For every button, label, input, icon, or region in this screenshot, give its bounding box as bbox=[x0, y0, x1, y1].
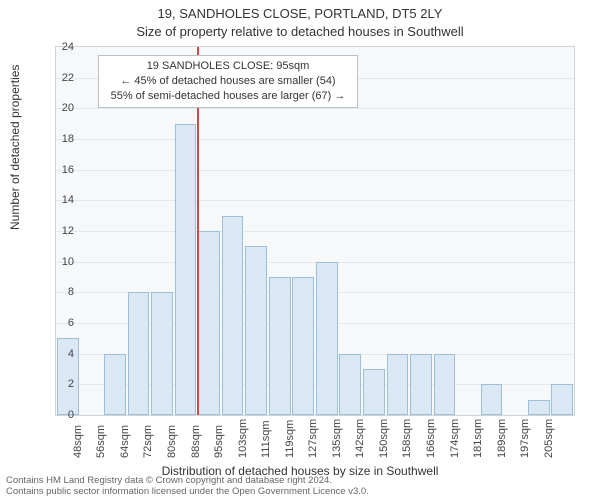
x-tick-label: 103sqm bbox=[237, 419, 249, 458]
x-tick-label: 48sqm bbox=[72, 425, 84, 458]
x-tick-label: 56sqm bbox=[95, 425, 107, 458]
y-tick-label: 0 bbox=[54, 409, 74, 421]
y-tick-label: 12 bbox=[54, 225, 74, 237]
x-tick-label: 80sqm bbox=[166, 425, 178, 458]
histogram-bar bbox=[104, 354, 126, 415]
y-tick-label: 24 bbox=[54, 41, 74, 53]
histogram-bar bbox=[528, 400, 550, 415]
histogram-bar bbox=[222, 216, 244, 415]
annotation-box: 19 SANDHOLES CLOSE: 95sqm ← 45% of detac… bbox=[98, 55, 358, 108]
x-tick-label: 205sqm bbox=[543, 419, 555, 458]
x-tick-label: 64sqm bbox=[119, 425, 131, 458]
histogram-bar bbox=[245, 246, 267, 415]
x-tick-label: 181sqm bbox=[472, 419, 484, 458]
histogram-bar bbox=[410, 354, 432, 415]
histogram-bar bbox=[387, 354, 409, 415]
chart-title: 19, SANDHOLES CLOSE, PORTLAND, DT5 2LY bbox=[0, 6, 600, 21]
x-tick-label: 95sqm bbox=[213, 425, 225, 458]
x-tick-label: 127sqm bbox=[307, 419, 319, 458]
histogram-bar bbox=[128, 292, 150, 415]
license-line2: Contains public sector information licen… bbox=[6, 487, 596, 498]
y-tick-label: 14 bbox=[54, 194, 74, 206]
histogram-bar bbox=[363, 369, 385, 415]
histogram-bar bbox=[292, 277, 314, 415]
y-tick-label: 16 bbox=[54, 164, 74, 176]
license-text: Contains HM Land Registry data © Crown c… bbox=[6, 476, 596, 498]
property-size-chart: 19, SANDHOLES CLOSE, PORTLAND, DT5 2LY S… bbox=[0, 0, 600, 500]
y-tick-label: 6 bbox=[54, 317, 74, 329]
histogram-bar bbox=[151, 292, 173, 415]
histogram-bar bbox=[339, 354, 361, 415]
gridline bbox=[56, 139, 574, 140]
histogram-bar bbox=[434, 354, 456, 415]
histogram-bar bbox=[551, 384, 573, 415]
x-tick-label: 189sqm bbox=[496, 419, 508, 458]
y-axis-label: Number of detached properties bbox=[8, 65, 22, 230]
plot-area: 19 SANDHOLES CLOSE: 95sqm ← 45% of detac… bbox=[55, 46, 575, 416]
x-tick-label: 150sqm bbox=[378, 419, 390, 458]
histogram-bar bbox=[269, 277, 291, 415]
gridline bbox=[56, 170, 574, 171]
x-tick-label: 197sqm bbox=[519, 419, 531, 458]
annotation-line3: 55% of semi-detached houses are larger (… bbox=[105, 89, 351, 104]
histogram-bar bbox=[198, 231, 220, 415]
y-tick-label: 2 bbox=[54, 378, 74, 390]
annotation-line1: 19 SANDHOLES CLOSE: 95sqm bbox=[105, 59, 351, 74]
x-tick-label: 158sqm bbox=[401, 419, 413, 458]
x-tick-label: 174sqm bbox=[449, 419, 461, 458]
annotation-line2: ← 45% of detached houses are smaller (54… bbox=[105, 74, 351, 89]
y-tick-label: 8 bbox=[54, 286, 74, 298]
x-tick-label: 119sqm bbox=[284, 420, 296, 458]
x-tick-label: 72sqm bbox=[142, 425, 154, 458]
gridline bbox=[56, 200, 574, 201]
x-tick-label: 111sqm bbox=[260, 420, 272, 458]
y-tick-label: 18 bbox=[54, 133, 74, 145]
histogram-bar bbox=[316, 262, 338, 415]
gridline bbox=[56, 231, 574, 232]
gridline bbox=[56, 108, 574, 109]
y-tick-label: 22 bbox=[54, 72, 74, 84]
y-tick-label: 10 bbox=[54, 256, 74, 268]
x-tick-label: 166sqm bbox=[425, 419, 437, 458]
x-tick-label: 135sqm bbox=[331, 419, 343, 458]
x-tick-label: 88sqm bbox=[190, 425, 202, 458]
x-tick-label: 142sqm bbox=[354, 419, 366, 458]
histogram-bar bbox=[175, 124, 197, 415]
chart-subtitle: Size of property relative to detached ho… bbox=[0, 24, 600, 39]
y-tick-label: 20 bbox=[54, 102, 74, 114]
histogram-bar bbox=[481, 384, 503, 415]
y-tick-label: 4 bbox=[54, 348, 74, 360]
